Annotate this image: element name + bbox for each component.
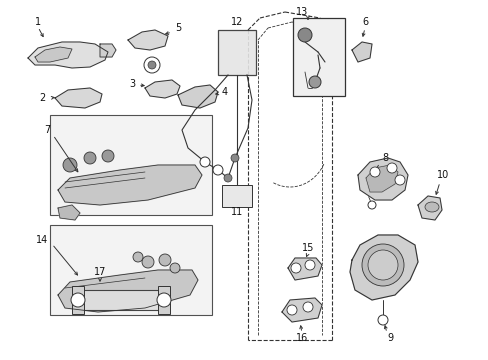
Circle shape (133, 252, 142, 262)
Text: 3: 3 (129, 79, 135, 89)
Circle shape (159, 254, 171, 266)
Circle shape (386, 163, 396, 173)
Bar (218, 30, 256, 75)
Polygon shape (351, 42, 371, 62)
Text: 10: 10 (436, 170, 448, 180)
Bar (222, 185, 251, 207)
Bar (78, 290, 165, 310)
Text: 2: 2 (39, 93, 45, 103)
Bar (292, 18, 345, 96)
Polygon shape (357, 158, 407, 200)
Bar (72, 286, 84, 314)
Polygon shape (28, 42, 108, 68)
Circle shape (286, 305, 296, 315)
Polygon shape (35, 47, 72, 62)
Circle shape (394, 175, 404, 185)
Ellipse shape (424, 202, 438, 212)
Polygon shape (58, 270, 198, 312)
Circle shape (200, 157, 209, 167)
Polygon shape (55, 88, 102, 108)
Polygon shape (58, 205, 80, 220)
Circle shape (290, 263, 301, 273)
Text: 1: 1 (35, 17, 41, 27)
Circle shape (303, 302, 312, 312)
Circle shape (142, 256, 154, 268)
Polygon shape (128, 30, 168, 50)
Circle shape (224, 174, 231, 182)
Circle shape (213, 165, 223, 175)
Polygon shape (145, 80, 180, 98)
Circle shape (148, 61, 156, 69)
Ellipse shape (361, 244, 403, 286)
Text: 14: 14 (36, 235, 48, 245)
Polygon shape (349, 235, 417, 300)
Circle shape (369, 167, 379, 177)
Bar (50, 115, 212, 215)
Text: 4: 4 (222, 87, 227, 97)
Circle shape (71, 293, 85, 307)
Text: 13: 13 (295, 7, 307, 17)
Text: 17: 17 (94, 267, 106, 277)
Text: 12: 12 (230, 17, 243, 27)
Polygon shape (365, 165, 397, 192)
Polygon shape (417, 196, 441, 220)
Text: 16: 16 (295, 333, 307, 343)
Text: 7: 7 (44, 125, 50, 135)
Polygon shape (282, 298, 321, 322)
Circle shape (377, 315, 387, 325)
Ellipse shape (367, 250, 397, 280)
Circle shape (305, 260, 314, 270)
Text: 5: 5 (175, 23, 181, 33)
Polygon shape (58, 165, 202, 205)
Circle shape (102, 150, 114, 162)
Text: 8: 8 (381, 153, 387, 163)
Circle shape (63, 158, 77, 172)
Circle shape (143, 57, 160, 73)
Circle shape (297, 28, 311, 42)
Text: 11: 11 (230, 207, 243, 217)
Polygon shape (178, 85, 218, 108)
Circle shape (367, 201, 375, 209)
Polygon shape (100, 44, 116, 57)
Polygon shape (287, 258, 321, 280)
Circle shape (170, 263, 180, 273)
Bar (158, 286, 170, 314)
Text: 9: 9 (386, 333, 392, 343)
Circle shape (308, 76, 320, 88)
Circle shape (230, 154, 239, 162)
Bar (50, 225, 212, 315)
Text: 15: 15 (301, 243, 314, 253)
Circle shape (157, 293, 171, 307)
Text: 6: 6 (361, 17, 367, 27)
Circle shape (84, 152, 96, 164)
